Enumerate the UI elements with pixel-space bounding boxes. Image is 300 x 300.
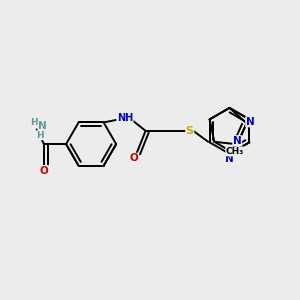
- Text: O: O: [40, 166, 48, 176]
- Text: N: N: [246, 117, 254, 127]
- Text: N: N: [38, 122, 47, 131]
- Text: N: N: [225, 154, 234, 164]
- Text: H: H: [30, 118, 38, 127]
- Text: S: S: [186, 126, 194, 136]
- Text: H: H: [36, 131, 43, 140]
- Text: CH₃: CH₃: [226, 147, 244, 156]
- Text: O: O: [129, 153, 138, 163]
- Text: N: N: [233, 136, 242, 146]
- Text: NH: NH: [117, 112, 133, 123]
